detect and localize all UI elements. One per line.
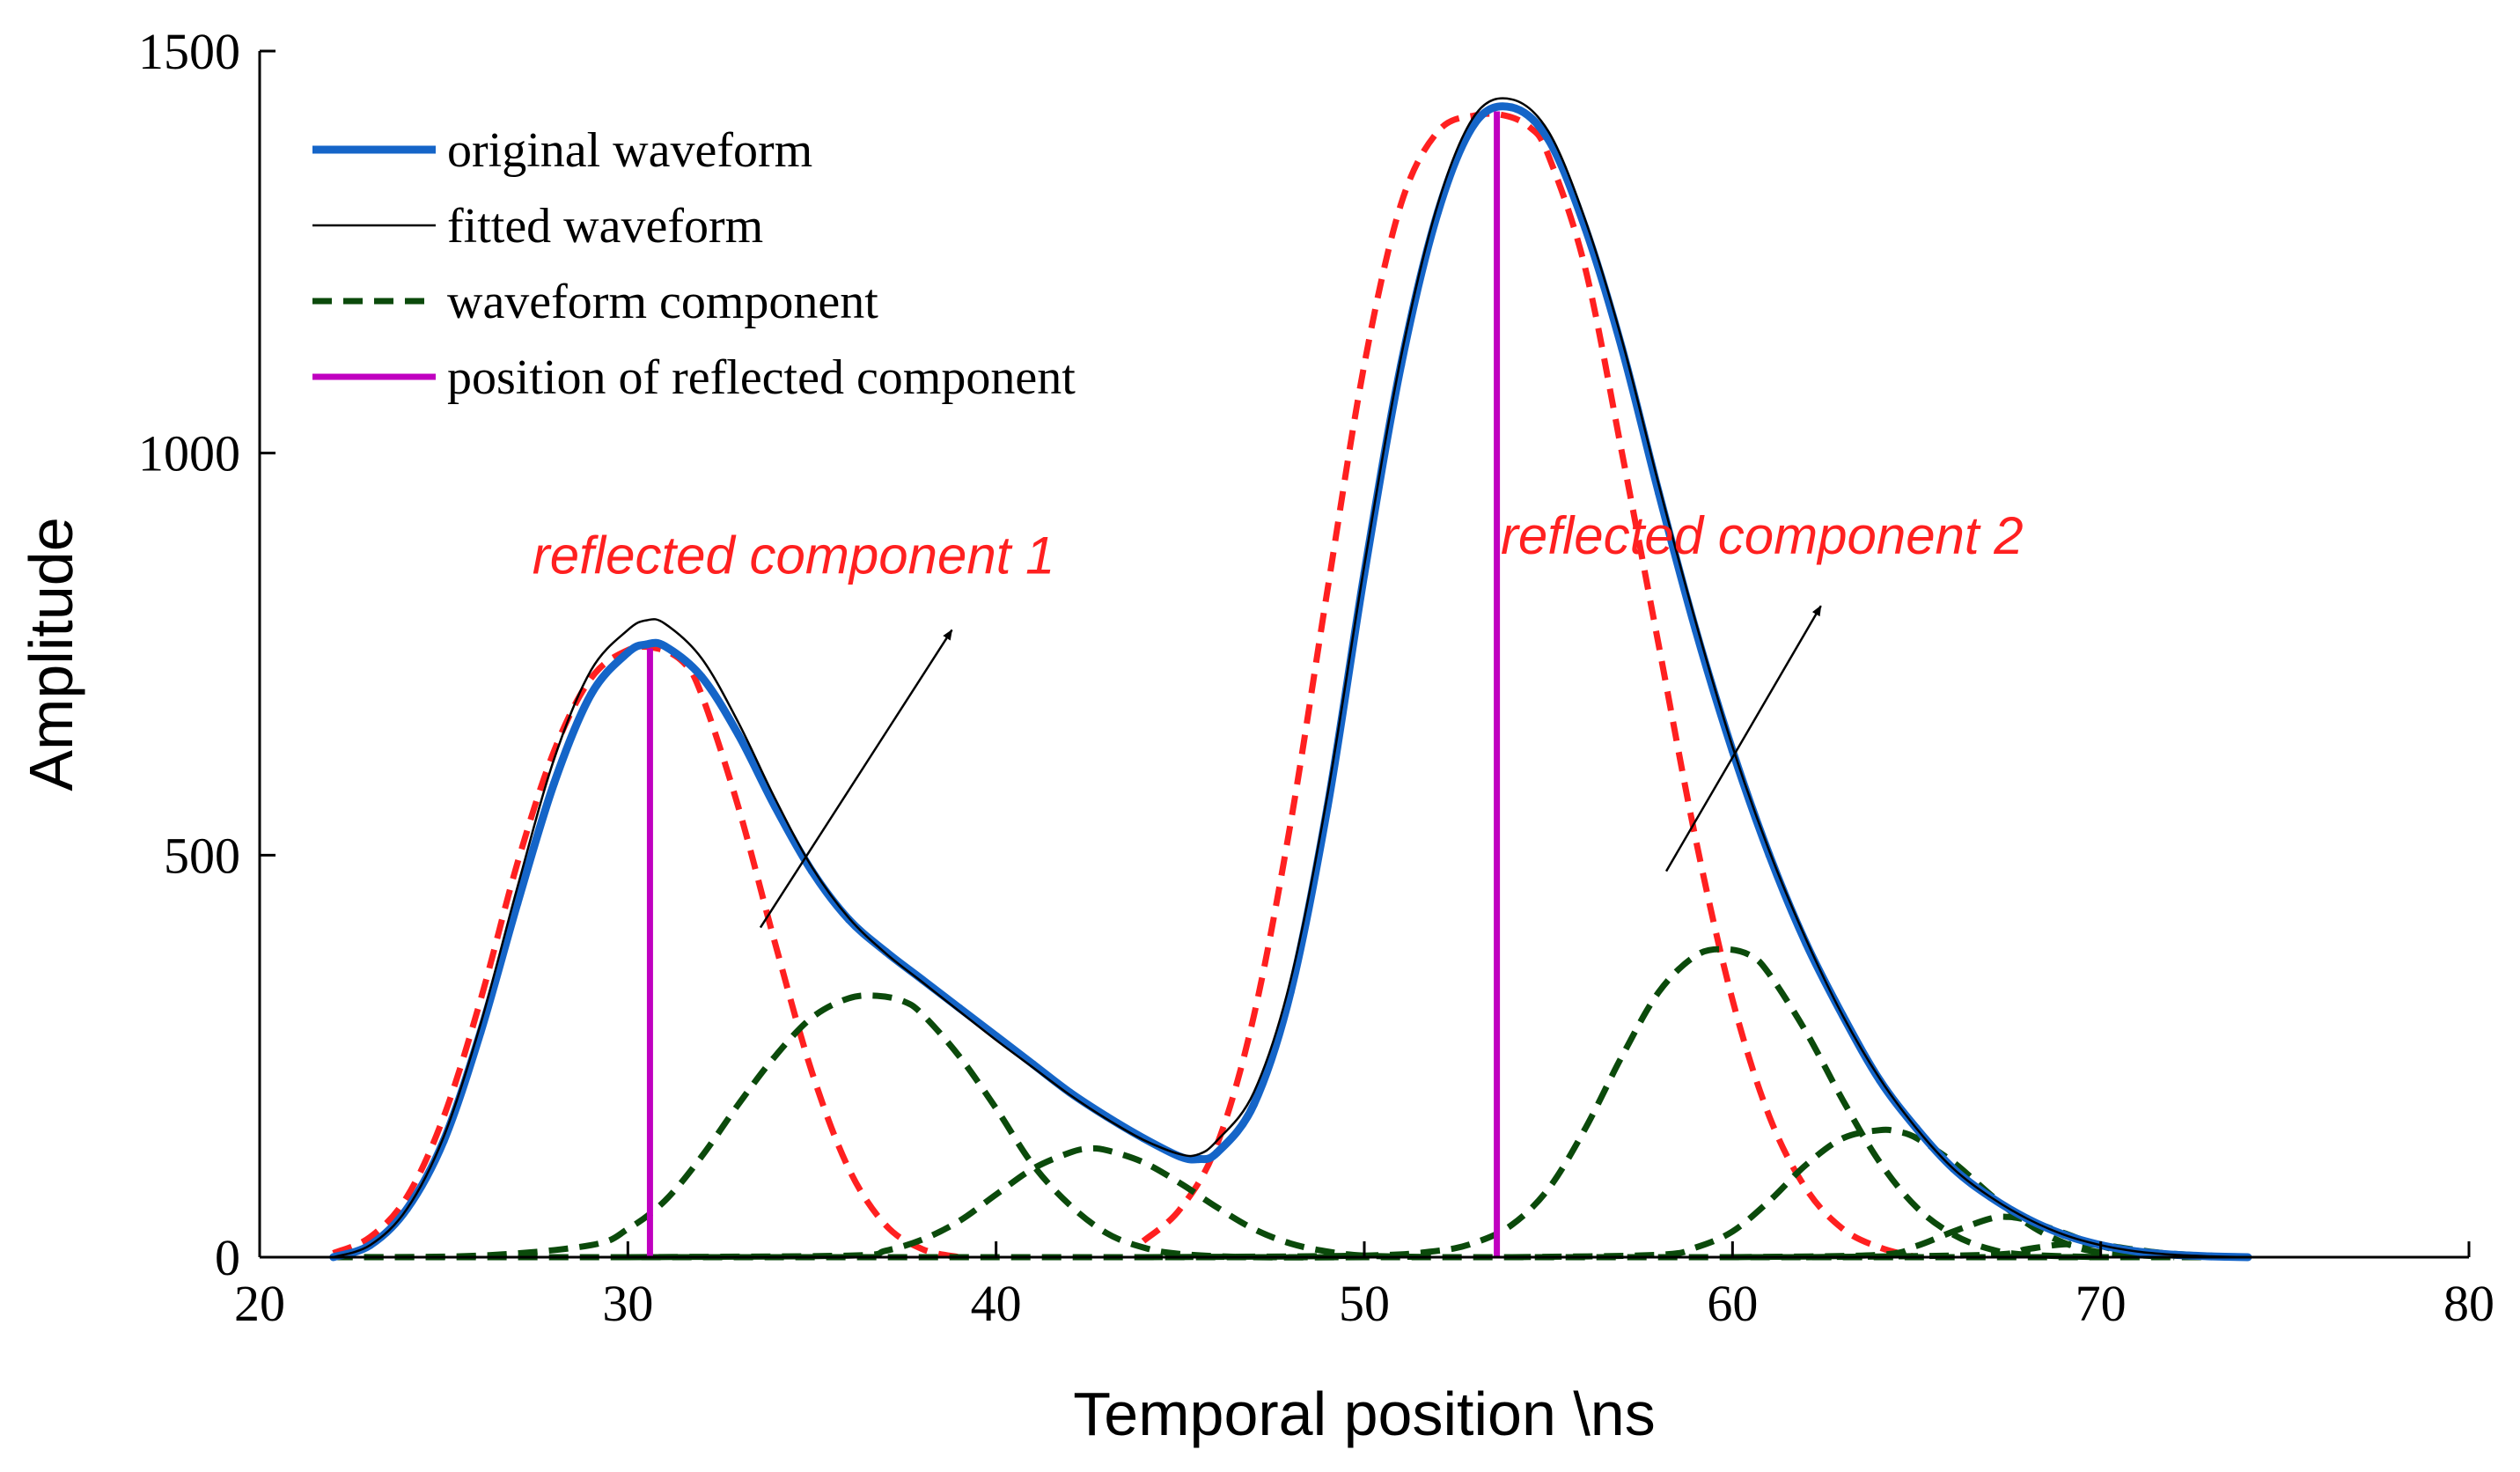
y-tick-label-500: 500 [164,827,240,884]
original-waveform-point-12 [734,730,743,739]
series-waveform-component-6 [1142,946,2101,1261]
x-tick-label-50: 50 [1339,1275,1390,1332]
series-waveform-component-9 [1805,1240,2249,1261]
series-waveform-component-4 [333,992,1365,1261]
annotations: reflected component 1 reflected component… [533,506,2024,929]
legend-swatch-original-point-0 [326,145,334,154]
original-waveform-point-9 [642,640,650,649]
original-waveform-point-27 [1250,1100,1258,1108]
legend-label-original: original waveform [447,123,812,178]
legend-label-component: waveform component [447,275,878,329]
x-tick-label-30: 30 [602,1275,653,1332]
original-waveform-point-26 [1213,1148,1222,1157]
legend-label-fitted: fitted waveform [447,199,763,254]
axes: 20 30 40 50 60 70 80 0 500 1000 1500 Temporal posit… [17,23,2494,1448]
original-waveform-point-7 [587,690,595,699]
series-fitted-waveform [333,97,2249,1259]
x-tick-label-60: 60 [1707,1275,1758,1332]
series-waveform-component-7 [1511,1126,2175,1261]
series-waveform-component-8 [1732,1213,2212,1261]
annotation-arrow-2 [1664,605,1822,872]
series-reflected-component-2-3 [1141,110,1918,1261]
series-waveform-component-5 [628,1144,1438,1261]
y-tick-label-0: 0 [215,1229,240,1286]
legend-swatch-original-point-2 [414,145,422,154]
x-tick-label-20: 20 [234,1275,285,1332]
reflected-positions-layer [646,111,1501,1257]
series-reflected-component-1-2 [332,644,960,1261]
annotation-label-2: reflected component 2 [1501,506,2024,565]
original-waveform-point-11 [697,673,706,681]
original-waveform-point-33 [1471,119,1479,128]
original-waveform-point-35 [1544,135,1553,144]
legend-label-position: position of reflected component [447,350,1076,405]
legend-swatch-original-point-1 [370,145,378,154]
original-waveform-point-34 [1507,103,1516,112]
y-tick-label-1000: 1000 [138,425,240,482]
original-waveform-point-25 [1194,1155,1203,1164]
legend: original waveform fitted waveform waveform… [312,123,1076,405]
original-waveform-point-6 [550,778,559,787]
original-waveform-point-10 [660,642,669,651]
x-tick-label-70: 70 [2076,1275,2127,1332]
x-axis-label: Temporal position \ns [1073,1380,1655,1448]
y-tick-label-1500: 1500 [138,23,240,80]
original-waveform-point-8 [623,648,632,657]
annotation-label-1: reflected component 1 [533,526,1055,585]
waveform-main-layer [329,97,2252,1262]
annotation-arrow-1 [759,629,953,929]
x-tick-label-80: 80 [2443,1275,2494,1332]
y-axis-label: Amplitude [17,517,85,791]
x-tick-label-40: 40 [971,1275,1022,1332]
original-waveform-point-5 [513,899,522,908]
